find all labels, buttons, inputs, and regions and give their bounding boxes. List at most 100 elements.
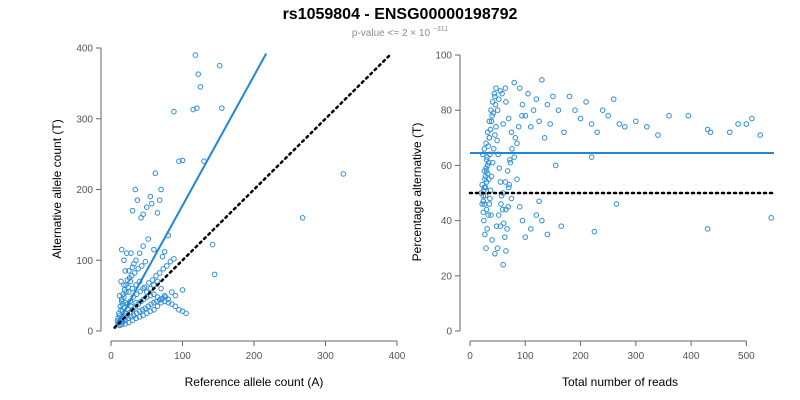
right-data-point	[536, 198, 542, 205]
left-data-point	[171, 256, 177, 262]
left-data-point	[131, 270, 138, 276]
right-data-point	[488, 118, 495, 125]
chart-subtitle: p-value <= 2 × 10 −311	[352, 26, 448, 39]
right-data-point	[494, 107, 501, 113]
right-data-point	[498, 201, 504, 207]
left-data-point	[123, 282, 129, 288]
right-data-point	[555, 107, 562, 113]
right-data-point	[488, 212, 494, 218]
right-data-point	[726, 129, 733, 136]
right-data-point	[514, 176, 520, 182]
left-y-tick-label: 100	[76, 256, 93, 267]
left-data-point	[219, 105, 225, 111]
left-data-point	[148, 200, 155, 207]
right-data-point	[481, 201, 488, 207]
left-data-point	[136, 308, 143, 314]
left-data-point	[139, 306, 146, 313]
left-data-point	[132, 186, 139, 193]
left-data-point	[176, 306, 182, 313]
right-data-point	[633, 118, 639, 125]
right-x-axis-label: Total number of reads	[562, 375, 678, 389]
right-data-point	[512, 135, 519, 141]
right-data-point	[544, 231, 551, 238]
right-data-point	[484, 162, 491, 169]
right-data-point	[483, 206, 490, 213]
left-y-axis-label: Alternative allele count (T)	[50, 119, 64, 258]
right-data-point	[539, 77, 545, 83]
right-data-point	[487, 195, 493, 202]
right-data-point	[495, 212, 502, 218]
left-x-tick-label: 400	[389, 351, 406, 362]
left-data-point	[152, 170, 159, 177]
right-data-point	[685, 112, 692, 119]
left-data-point	[116, 310, 122, 317]
left-y-tick-label: 400	[76, 44, 93, 55]
right-data-point	[616, 121, 623, 127]
right-data-point	[493, 223, 500, 229]
right-data-point	[707, 129, 714, 136]
left-data-point	[118, 278, 124, 285]
right-data-point	[558, 223, 565, 229]
left-data-point	[156, 270, 163, 276]
left-data-point	[211, 271, 218, 278]
left-data-point	[128, 314, 134, 320]
right-data-point	[482, 173, 489, 180]
left-x-axis-label: Reference allele count (A)	[185, 375, 324, 389]
left-data-point	[118, 298, 125, 305]
right-data-point	[547, 121, 553, 127]
left-x-ticks: 0 100 200 300 400	[108, 341, 406, 362]
left-data-point	[149, 277, 156, 283]
right-data-point	[505, 115, 512, 122]
right-data-point	[572, 107, 578, 113]
right-data-point	[507, 159, 514, 166]
left-data-point	[172, 303, 179, 310]
left-data-point	[124, 277, 131, 283]
left-data-point	[151, 299, 157, 306]
right-data-point	[490, 146, 497, 152]
left-data-point	[162, 294, 169, 300]
left-data-point	[131, 260, 137, 267]
right-data-point	[482, 231, 488, 238]
left-data-point	[143, 204, 150, 210]
right-data-point	[484, 154, 490, 160]
right-data-point	[482, 192, 489, 199]
allele-count-scatter-panel: 0 100 200 300 400 0 100 200 300 400 Reference al…	[50, 44, 406, 390]
right-data-point	[530, 107, 537, 113]
right-data-point	[494, 137, 500, 144]
right-data-point	[500, 121, 506, 127]
left-reference-line	[113, 53, 392, 329]
right-data-point	[502, 85, 509, 91]
right-data-point	[516, 204, 523, 210]
right-data-point	[483, 165, 489, 171]
right-data-point	[489, 99, 496, 105]
left-data-point	[197, 84, 204, 90]
left-data-point	[122, 268, 129, 274]
left-data-point	[140, 243, 146, 249]
left-data-point	[142, 258, 149, 265]
left-data-point	[145, 236, 151, 242]
subtitle-prefix: p-value <= 2	[352, 28, 408, 39]
left-data-point	[125, 315, 131, 322]
right-data-point	[506, 181, 513, 188]
right-data-point	[505, 184, 512, 191]
left-data-point	[172, 292, 179, 299]
right-data-point	[485, 159, 492, 166]
right-data-point	[552, 162, 559, 169]
right-data-point	[496, 165, 503, 171]
left-points-layer	[114, 52, 347, 329]
right-data-point	[613, 201, 620, 207]
right-data-point	[500, 261, 506, 268]
right-points-layer	[478, 77, 775, 268]
left-data-point	[167, 258, 174, 265]
right-data-point	[497, 179, 504, 185]
right-data-point	[768, 215, 775, 221]
right-data-point	[481, 217, 487, 224]
right-data-point	[522, 112, 529, 119]
left-data-point	[140, 285, 146, 292]
right-data-point	[511, 79, 518, 86]
chart-title: rs1059804 - ENSG00000198792	[283, 6, 518, 23]
right-data-point	[515, 123, 522, 130]
right-data-point	[704, 226, 711, 232]
left-data-point	[126, 268, 132, 274]
left-data-point	[121, 294, 127, 300]
